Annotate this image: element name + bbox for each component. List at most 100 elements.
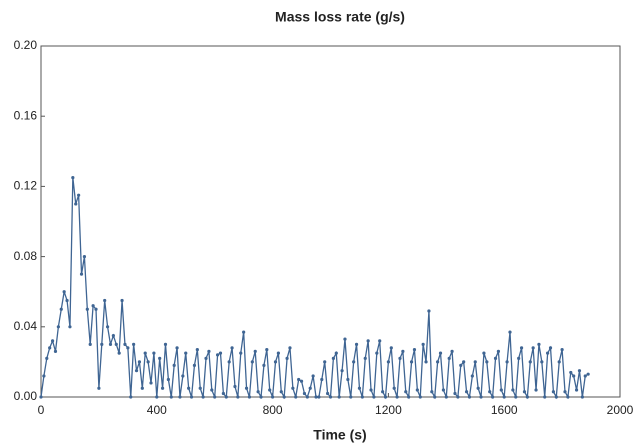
data-point (195, 348, 199, 352)
plot-frame (40, 45, 621, 398)
data-point (386, 360, 390, 364)
x-tick-label: 2000 (607, 403, 634, 417)
y-tick-label: 0.20 (14, 38, 38, 52)
data-point (392, 386, 396, 390)
data-point (187, 386, 191, 390)
data-point (224, 395, 228, 399)
x-axis-label: Time (s) (313, 427, 366, 443)
data-point (68, 325, 72, 329)
data-point (441, 388, 446, 392)
data-point (244, 386, 249, 390)
data-point (253, 349, 257, 353)
data-point (433, 395, 437, 399)
data-point (149, 381, 153, 385)
y-tick-label: 0.08 (14, 249, 38, 263)
data-point (476, 386, 480, 390)
data-point (39, 395, 43, 399)
data-point (349, 395, 353, 399)
data-point (207, 349, 211, 353)
data-point (103, 298, 107, 303)
data-point (554, 395, 558, 399)
data-point (499, 388, 503, 392)
data-point (108, 342, 113, 346)
data-point (534, 388, 538, 392)
data-point (540, 360, 544, 364)
data-point (262, 363, 266, 368)
data-point (531, 346, 535, 350)
data-point (528, 360, 532, 364)
data-point (517, 356, 521, 360)
data-point (363, 356, 367, 360)
data-point (227, 360, 231, 364)
data-point (239, 351, 243, 355)
data-point (343, 337, 347, 341)
data-point (59, 307, 63, 311)
data-point (421, 342, 425, 346)
data-point (71, 176, 75, 180)
data-point (140, 386, 144, 390)
data-point (291, 386, 295, 390)
data-point (401, 349, 405, 353)
data-point (94, 307, 98, 311)
data-point (427, 309, 431, 313)
data-point (354, 342, 359, 346)
data-point (383, 395, 388, 399)
data-point (389, 346, 393, 350)
data-point (56, 325, 60, 329)
data-point (328, 395, 333, 399)
y-tick-label: 0.00 (14, 389, 38, 403)
data-point (522, 390, 527, 394)
data-point (514, 395, 518, 399)
data-point (213, 395, 217, 399)
data-point (285, 356, 289, 360)
data-point (120, 298, 124, 303)
data-point (256, 390, 260, 394)
data-point (369, 388, 373, 392)
data-point (65, 298, 69, 303)
data-point (412, 348, 417, 352)
data-point (129, 395, 133, 399)
data-point (334, 351, 338, 355)
data-point (221, 391, 225, 396)
data-point (134, 369, 139, 373)
data-point (215, 353, 220, 357)
y-tick-label: 0.04 (14, 319, 38, 333)
data-point (273, 360, 278, 364)
data-point (265, 348, 269, 352)
x-tick-label: 800 (263, 403, 283, 417)
data-point (97, 386, 101, 390)
data-point (586, 372, 590, 376)
data-point (537, 342, 541, 346)
data-point (204, 356, 208, 360)
data-point (184, 351, 188, 355)
data-point (415, 388, 419, 392)
data-point (82, 255, 87, 259)
data-point (282, 395, 286, 399)
data-point (563, 390, 567, 394)
data-point (577, 369, 582, 373)
data-point (519, 346, 524, 350)
data-point (352, 360, 356, 364)
data-point (496, 349, 501, 353)
data-point (242, 330, 246, 334)
data-point (557, 360, 561, 364)
data-point (551, 390, 556, 394)
data-point (583, 374, 587, 378)
data-point (320, 377, 324, 382)
data-point (236, 395, 240, 399)
data-point (143, 351, 147, 355)
data-point (548, 346, 553, 350)
data-point (48, 346, 52, 350)
data-point (233, 384, 237, 389)
data-point (126, 346, 130, 350)
data-point (424, 360, 428, 364)
data-point (308, 386, 312, 390)
data-point (62, 290, 66, 294)
data-point (85, 307, 89, 311)
data-point (74, 202, 78, 206)
data-point (462, 360, 466, 364)
data-point (398, 356, 402, 360)
data-point (456, 395, 460, 399)
